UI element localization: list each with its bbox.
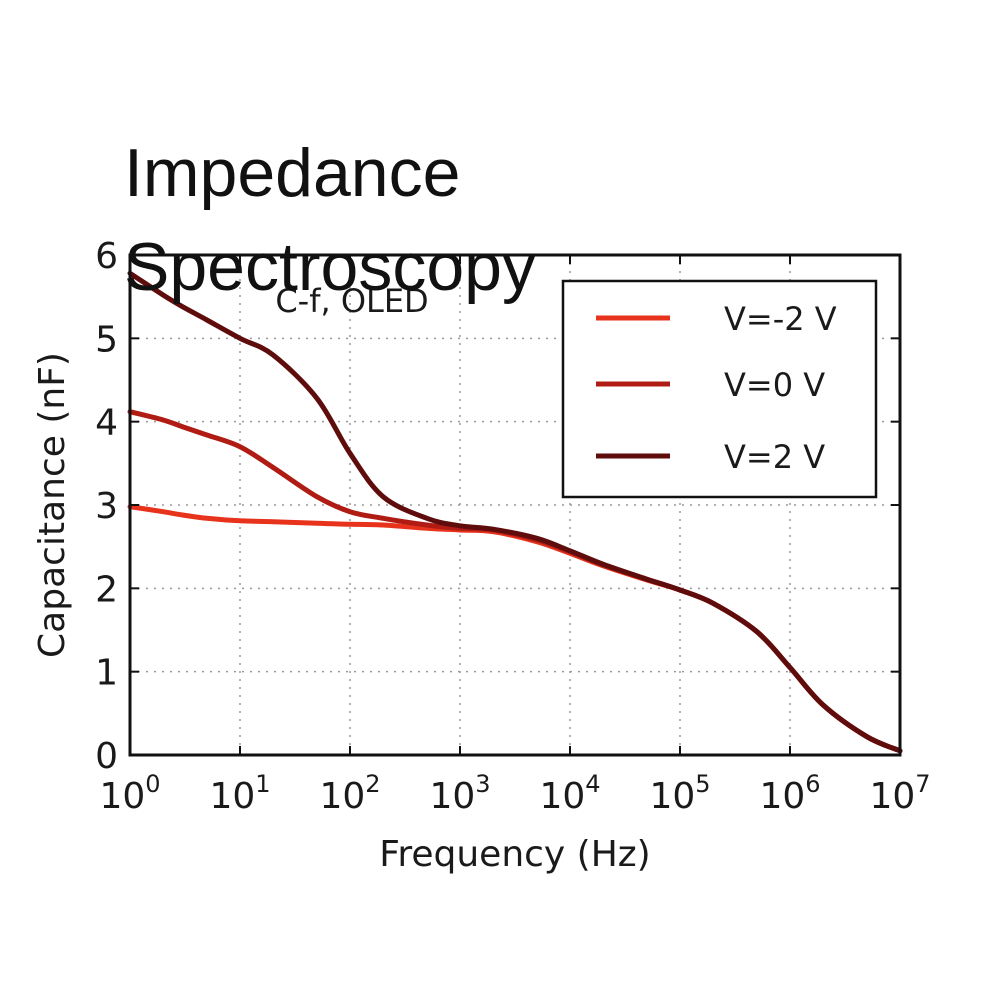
y-tick-label: 4 <box>95 403 118 444</box>
y-axis-title: Capacitance (nF) <box>32 352 73 658</box>
x-tick-label: 106 <box>759 770 820 817</box>
grid <box>130 255 900 755</box>
x-axis-ticks: 100 101 102 103 104 105 106 107 <box>99 255 931 817</box>
overlay-title-line1: Impedance <box>124 135 460 211</box>
legend-label: V=0 V <box>724 366 825 404</box>
x-tick-label: 107 <box>869 770 930 817</box>
y-tick-label: 0 <box>95 736 118 777</box>
y-tick-label: 5 <box>95 319 118 360</box>
overlay-title-line2: Spectroscopy <box>124 229 536 305</box>
y-tick-label: 1 <box>95 653 118 694</box>
x-axis-title: Frequency (Hz) <box>379 834 650 875</box>
x-tick-label: 102 <box>319 770 380 817</box>
legend-entries: V=-2 V V=0 V V=2 V <box>596 300 837 476</box>
x-tick-label: 105 <box>649 770 710 817</box>
x-tick-label: 101 <box>209 770 270 817</box>
x-tick-label: 103 <box>429 770 490 817</box>
legend: V=-2 V V=0 V V=2 V <box>561 279 878 499</box>
legend-label: V=-2 V <box>724 300 837 338</box>
y-tick-label: 6 <box>95 236 118 277</box>
y-axis-ticks: 0 1 2 3 4 5 6 <box>95 236 900 777</box>
x-tick-label: 100 <box>99 770 160 817</box>
x-tick-label: 104 <box>539 770 600 817</box>
y-tick-label: 3 <box>95 486 118 527</box>
series-lines <box>127 270 903 754</box>
series-line-v-2-v <box>127 270 903 754</box>
chart-title: C-f, OLED <box>275 282 428 320</box>
y-tick-label: 2 <box>95 569 118 610</box>
legend-label: V=2 V <box>724 438 825 476</box>
